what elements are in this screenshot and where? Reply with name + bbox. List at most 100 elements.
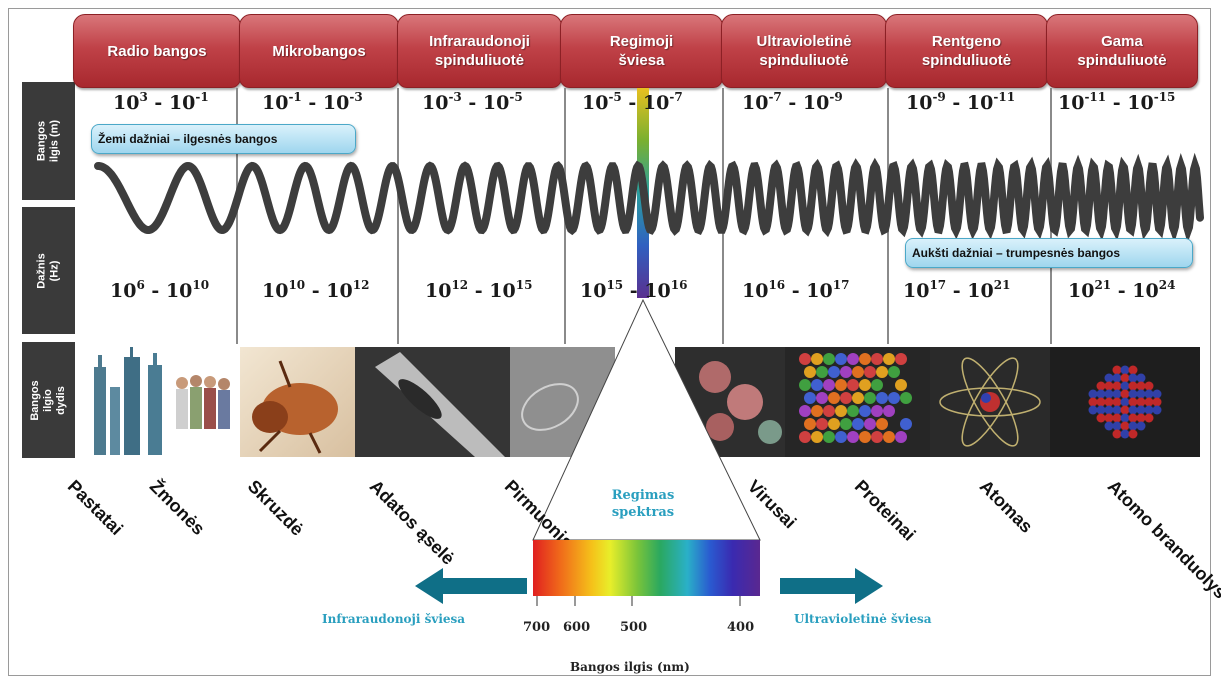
nucleon bbox=[1112, 429, 1122, 439]
protein-atom bbox=[828, 366, 840, 378]
arrow-right-icon bbox=[780, 568, 883, 604]
protein-atom bbox=[823, 353, 835, 365]
protein-atom bbox=[871, 353, 883, 365]
protein-atom bbox=[816, 366, 828, 378]
protein-atom bbox=[871, 379, 883, 391]
nucleon bbox=[1136, 421, 1146, 431]
protein-atom bbox=[876, 366, 888, 378]
protein-atom bbox=[888, 392, 900, 404]
protein-atom bbox=[883, 353, 895, 365]
protein-atom bbox=[847, 405, 859, 417]
nucleon bbox=[1144, 389, 1154, 399]
nucleon bbox=[1136, 413, 1146, 423]
protein-atom bbox=[876, 392, 888, 404]
nucleon bbox=[1104, 381, 1114, 391]
protein-atom bbox=[859, 431, 871, 443]
protein-atom bbox=[823, 405, 835, 417]
frequency-range-gamma: 1021 - 1024 bbox=[1068, 278, 1176, 302]
protein-atom bbox=[900, 392, 912, 404]
nucleon bbox=[1112, 397, 1122, 407]
protein-atom bbox=[852, 366, 864, 378]
spectrum-axis-label: Bangos ilgis (nm) bbox=[570, 660, 690, 674]
nucleon bbox=[1128, 381, 1138, 391]
nucleon bbox=[1112, 421, 1122, 431]
nucleon bbox=[1152, 397, 1162, 407]
nucleon bbox=[1152, 389, 1162, 399]
frequency-range-visible: 1015 - 1016 bbox=[580, 278, 688, 302]
nucleus-illustration bbox=[1088, 365, 1162, 439]
protein-atom bbox=[859, 405, 871, 417]
nucleon bbox=[1112, 365, 1122, 375]
nucleon bbox=[1096, 389, 1106, 399]
nucleon bbox=[1112, 389, 1122, 399]
protein-atom bbox=[859, 353, 871, 365]
protein-atom bbox=[816, 418, 828, 430]
protein-atom bbox=[804, 418, 816, 430]
protein-atom bbox=[816, 392, 828, 404]
nucleon bbox=[1144, 413, 1154, 423]
wavelength-range-microwave: 10-1 - 10-3 bbox=[262, 90, 363, 114]
protein-atom bbox=[804, 366, 816, 378]
nucleon bbox=[1112, 373, 1122, 383]
nucleon bbox=[1136, 405, 1146, 415]
nucleon bbox=[1128, 397, 1138, 407]
spectrum-tick-marks bbox=[536, 596, 741, 606]
protein-atom bbox=[811, 431, 823, 443]
protein-atom bbox=[852, 418, 864, 430]
diagram-frame bbox=[8, 8, 1211, 676]
protein-atom bbox=[871, 431, 883, 443]
protein-atom bbox=[883, 405, 895, 417]
frequency-range-microwave: 1010 - 1012 bbox=[262, 278, 370, 302]
band-header-infrared: Infraraudonoji spinduliuotė bbox=[397, 14, 562, 88]
nucleon bbox=[1128, 365, 1138, 375]
image-virus bbox=[675, 347, 785, 457]
nucleon bbox=[1128, 421, 1138, 431]
protein-atom bbox=[840, 392, 852, 404]
column-divider bbox=[236, 88, 238, 344]
nucleon bbox=[1104, 389, 1114, 399]
band-header-ultraviolet: Ultravioletinė spinduliuotė bbox=[721, 14, 887, 88]
protein-atom bbox=[840, 418, 852, 430]
wavelength-range-radio: 103 - 10-1 bbox=[113, 90, 209, 114]
nucleon bbox=[1120, 413, 1130, 423]
protein-atom bbox=[835, 353, 847, 365]
protein-atom bbox=[847, 379, 859, 391]
protein-atom bbox=[895, 353, 907, 365]
frequency-range-radio: 106 - 1010 bbox=[110, 278, 210, 302]
nucleus-particles bbox=[1088, 365, 1162, 439]
wavelength-range-xray: 10-9 - 10-11 bbox=[906, 90, 1016, 114]
nucleon bbox=[1112, 405, 1122, 415]
virus-illustration bbox=[699, 361, 782, 444]
band-header-microwave: Mikrobangos bbox=[239, 14, 399, 88]
protein-atom bbox=[828, 418, 840, 430]
protein-atom bbox=[799, 431, 811, 443]
protein-illustration bbox=[799, 353, 912, 443]
protein-atom bbox=[883, 431, 895, 443]
column-divider bbox=[397, 88, 399, 344]
image-atom bbox=[930, 347, 1050, 457]
arrow-left-icon bbox=[415, 568, 527, 604]
protein-atom bbox=[804, 392, 816, 404]
nucleon bbox=[1152, 405, 1162, 415]
ultraviolet-light-label: Ultravioletinė šviesa bbox=[794, 612, 932, 626]
nucleon bbox=[1144, 381, 1154, 391]
callout-low-frequency: Žemi dažniai – ilgesnės bangos bbox=[91, 124, 356, 154]
protein-atom bbox=[847, 353, 859, 365]
wavelength-range-visible: 10-5 - 10-7 bbox=[582, 90, 683, 114]
nucleon bbox=[1144, 405, 1154, 415]
frequency-range-xray: 1017 - 1021 bbox=[903, 278, 1011, 302]
nucleon bbox=[1128, 373, 1138, 383]
protein-atom bbox=[864, 418, 876, 430]
protein-atom bbox=[823, 431, 835, 443]
band-header-visible: Regimoji šviesa bbox=[560, 14, 723, 88]
nucleon bbox=[1112, 381, 1122, 391]
nucleon bbox=[1096, 405, 1106, 415]
nucleon bbox=[1120, 381, 1130, 391]
wave-line bbox=[94, 152, 1204, 244]
callout-high-frequency: Aukšti dažniai – trumpesnės bangos bbox=[905, 238, 1193, 268]
protein-atom bbox=[864, 366, 876, 378]
nucleon bbox=[1120, 389, 1130, 399]
image-protein bbox=[785, 347, 930, 457]
buildings-people-illustration bbox=[94, 347, 230, 455]
nucleon bbox=[1120, 397, 1130, 407]
